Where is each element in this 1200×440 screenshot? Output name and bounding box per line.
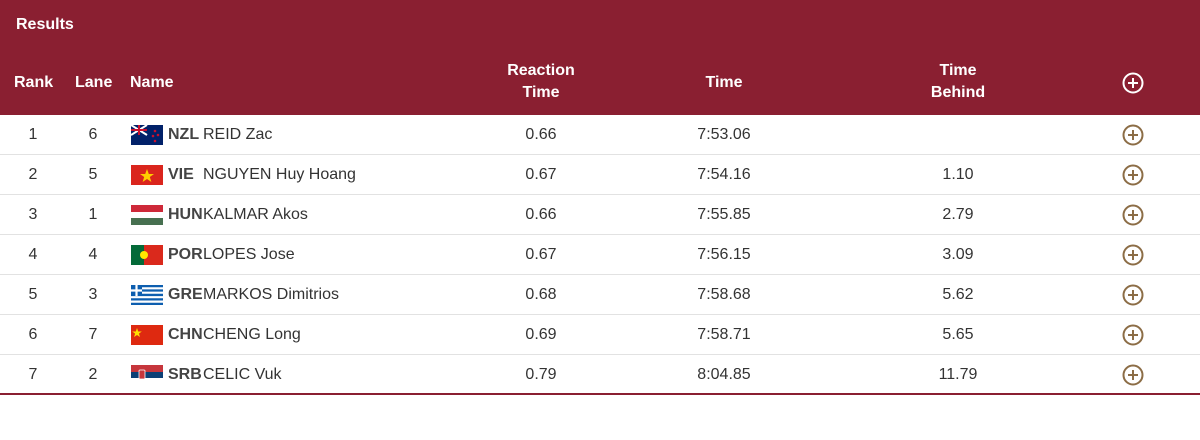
column-header: Rank	[14, 74, 54, 91]
time-behind: 2.79	[942, 206, 974, 223]
country-code: CHN	[168, 326, 203, 343]
time-behind: 5.62	[942, 286, 974, 303]
lane: 1	[88, 206, 98, 223]
athlete-name: KALMAR Akos	[203, 206, 308, 223]
result-row: 7 2 SRB CELIC Vuk 0.79 8:04.85 11.79	[0, 355, 1200, 395]
country-code: SRB	[168, 366, 202, 383]
expand-row-button[interactable]	[1122, 124, 1144, 146]
result-row: 4 4 POR LOPES Jose 0.67 7:56.15 3.09	[0, 235, 1200, 275]
reaction-time: 0.66	[525, 126, 557, 143]
reaction-time: 0.66	[525, 206, 557, 223]
time: 7:58.68	[697, 286, 751, 303]
athlete-name: MARKOS Dimitrios	[203, 286, 340, 303]
lane: 6	[88, 126, 98, 143]
column-header: Lane	[75, 74, 113, 91]
result-row: 1 6 NZL REID Zac 0.66 7:53.06	[0, 115, 1200, 155]
athlete-name: CHENG Long	[203, 326, 301, 343]
column-header: Time Behind	[930, 62, 986, 101]
header-band	[0, 0, 1200, 115]
time-behind: 11.79	[938, 366, 978, 383]
rank: 3	[28, 206, 38, 223]
reaction-time: 0.79	[525, 366, 557, 383]
athlete-name: LOPES Jose	[203, 246, 295, 263]
rank: 5	[28, 286, 38, 303]
results-title: Results	[16, 16, 74, 33]
result-row: 6 7 CHN CHENG Long 0.69 7:58.71 5.65	[0, 315, 1200, 355]
country-code: GRE	[168, 286, 203, 303]
expand-row-button[interactable]	[1122, 204, 1144, 226]
rank: 1	[28, 126, 38, 143]
table-bottom-border	[0, 393, 1200, 395]
time: 7:53.06	[697, 126, 751, 143]
expand-row-button[interactable]	[1122, 364, 1144, 386]
athlete-name: NGUYEN Huy Hoang	[203, 166, 356, 183]
lane: 2	[88, 366, 98, 383]
result-row: 5 3 GRE MARKOS Dimitrios 0.68 7:58.68 5.62	[0, 275, 1200, 315]
flag	[131, 365, 163, 385]
rank: 7	[28, 366, 38, 383]
country-code: NZL	[168, 126, 200, 143]
time-behind: 3.09	[942, 246, 974, 263]
athlete-name: REID Zac	[203, 126, 273, 143]
result-row: 2 5 VIE NGUYEN Huy Hoang 0.67 7:54.16 1.10	[0, 155, 1200, 195]
reaction-time: 0.69	[525, 326, 557, 343]
flag	[131, 285, 163, 305]
rank: 6	[28, 326, 38, 343]
country-code: POR	[168, 246, 203, 263]
column-header: Reaction Time	[507, 62, 575, 101]
lane: 5	[88, 166, 98, 183]
expand-all-button[interactable]	[1122, 72, 1144, 94]
expand-row-button[interactable]	[1122, 324, 1144, 346]
rank: 4	[28, 246, 38, 263]
column-header: Time	[705, 74, 743, 91]
time: 7:58.71	[697, 326, 751, 343]
expand-row-button[interactable]	[1122, 284, 1144, 306]
time: 7:54.16	[697, 166, 751, 183]
lane: 7	[88, 326, 98, 343]
country-code: HUN	[168, 206, 203, 223]
time: 7:56.15	[697, 246, 751, 263]
rank: 2	[28, 166, 38, 183]
expand-row-button[interactable]	[1122, 244, 1144, 266]
flag	[131, 325, 163, 345]
lane: 3	[88, 286, 98, 303]
reaction-time: 0.67	[525, 166, 557, 183]
time-behind: 5.65	[942, 326, 974, 343]
time: 7:55.85	[697, 206, 751, 223]
result-row: 3 1 HUN KALMAR Akos 0.66 7:55.85 2.79	[0, 195, 1200, 235]
time-behind: 1.10	[942, 166, 974, 183]
country-code: VIE	[168, 166, 194, 183]
flag	[131, 125, 163, 145]
reaction-time: 0.68	[525, 286, 557, 303]
reaction-time: 0.67	[525, 246, 557, 263]
expand-row-button[interactable]	[1122, 164, 1144, 186]
time: 8:04.85	[697, 366, 751, 383]
flag	[131, 205, 163, 225]
athlete-name: CELIC Vuk	[203, 366, 282, 383]
column-header: Name	[130, 74, 174, 91]
lane: 4	[88, 246, 98, 263]
flag	[131, 165, 163, 185]
flag	[131, 245, 163, 265]
